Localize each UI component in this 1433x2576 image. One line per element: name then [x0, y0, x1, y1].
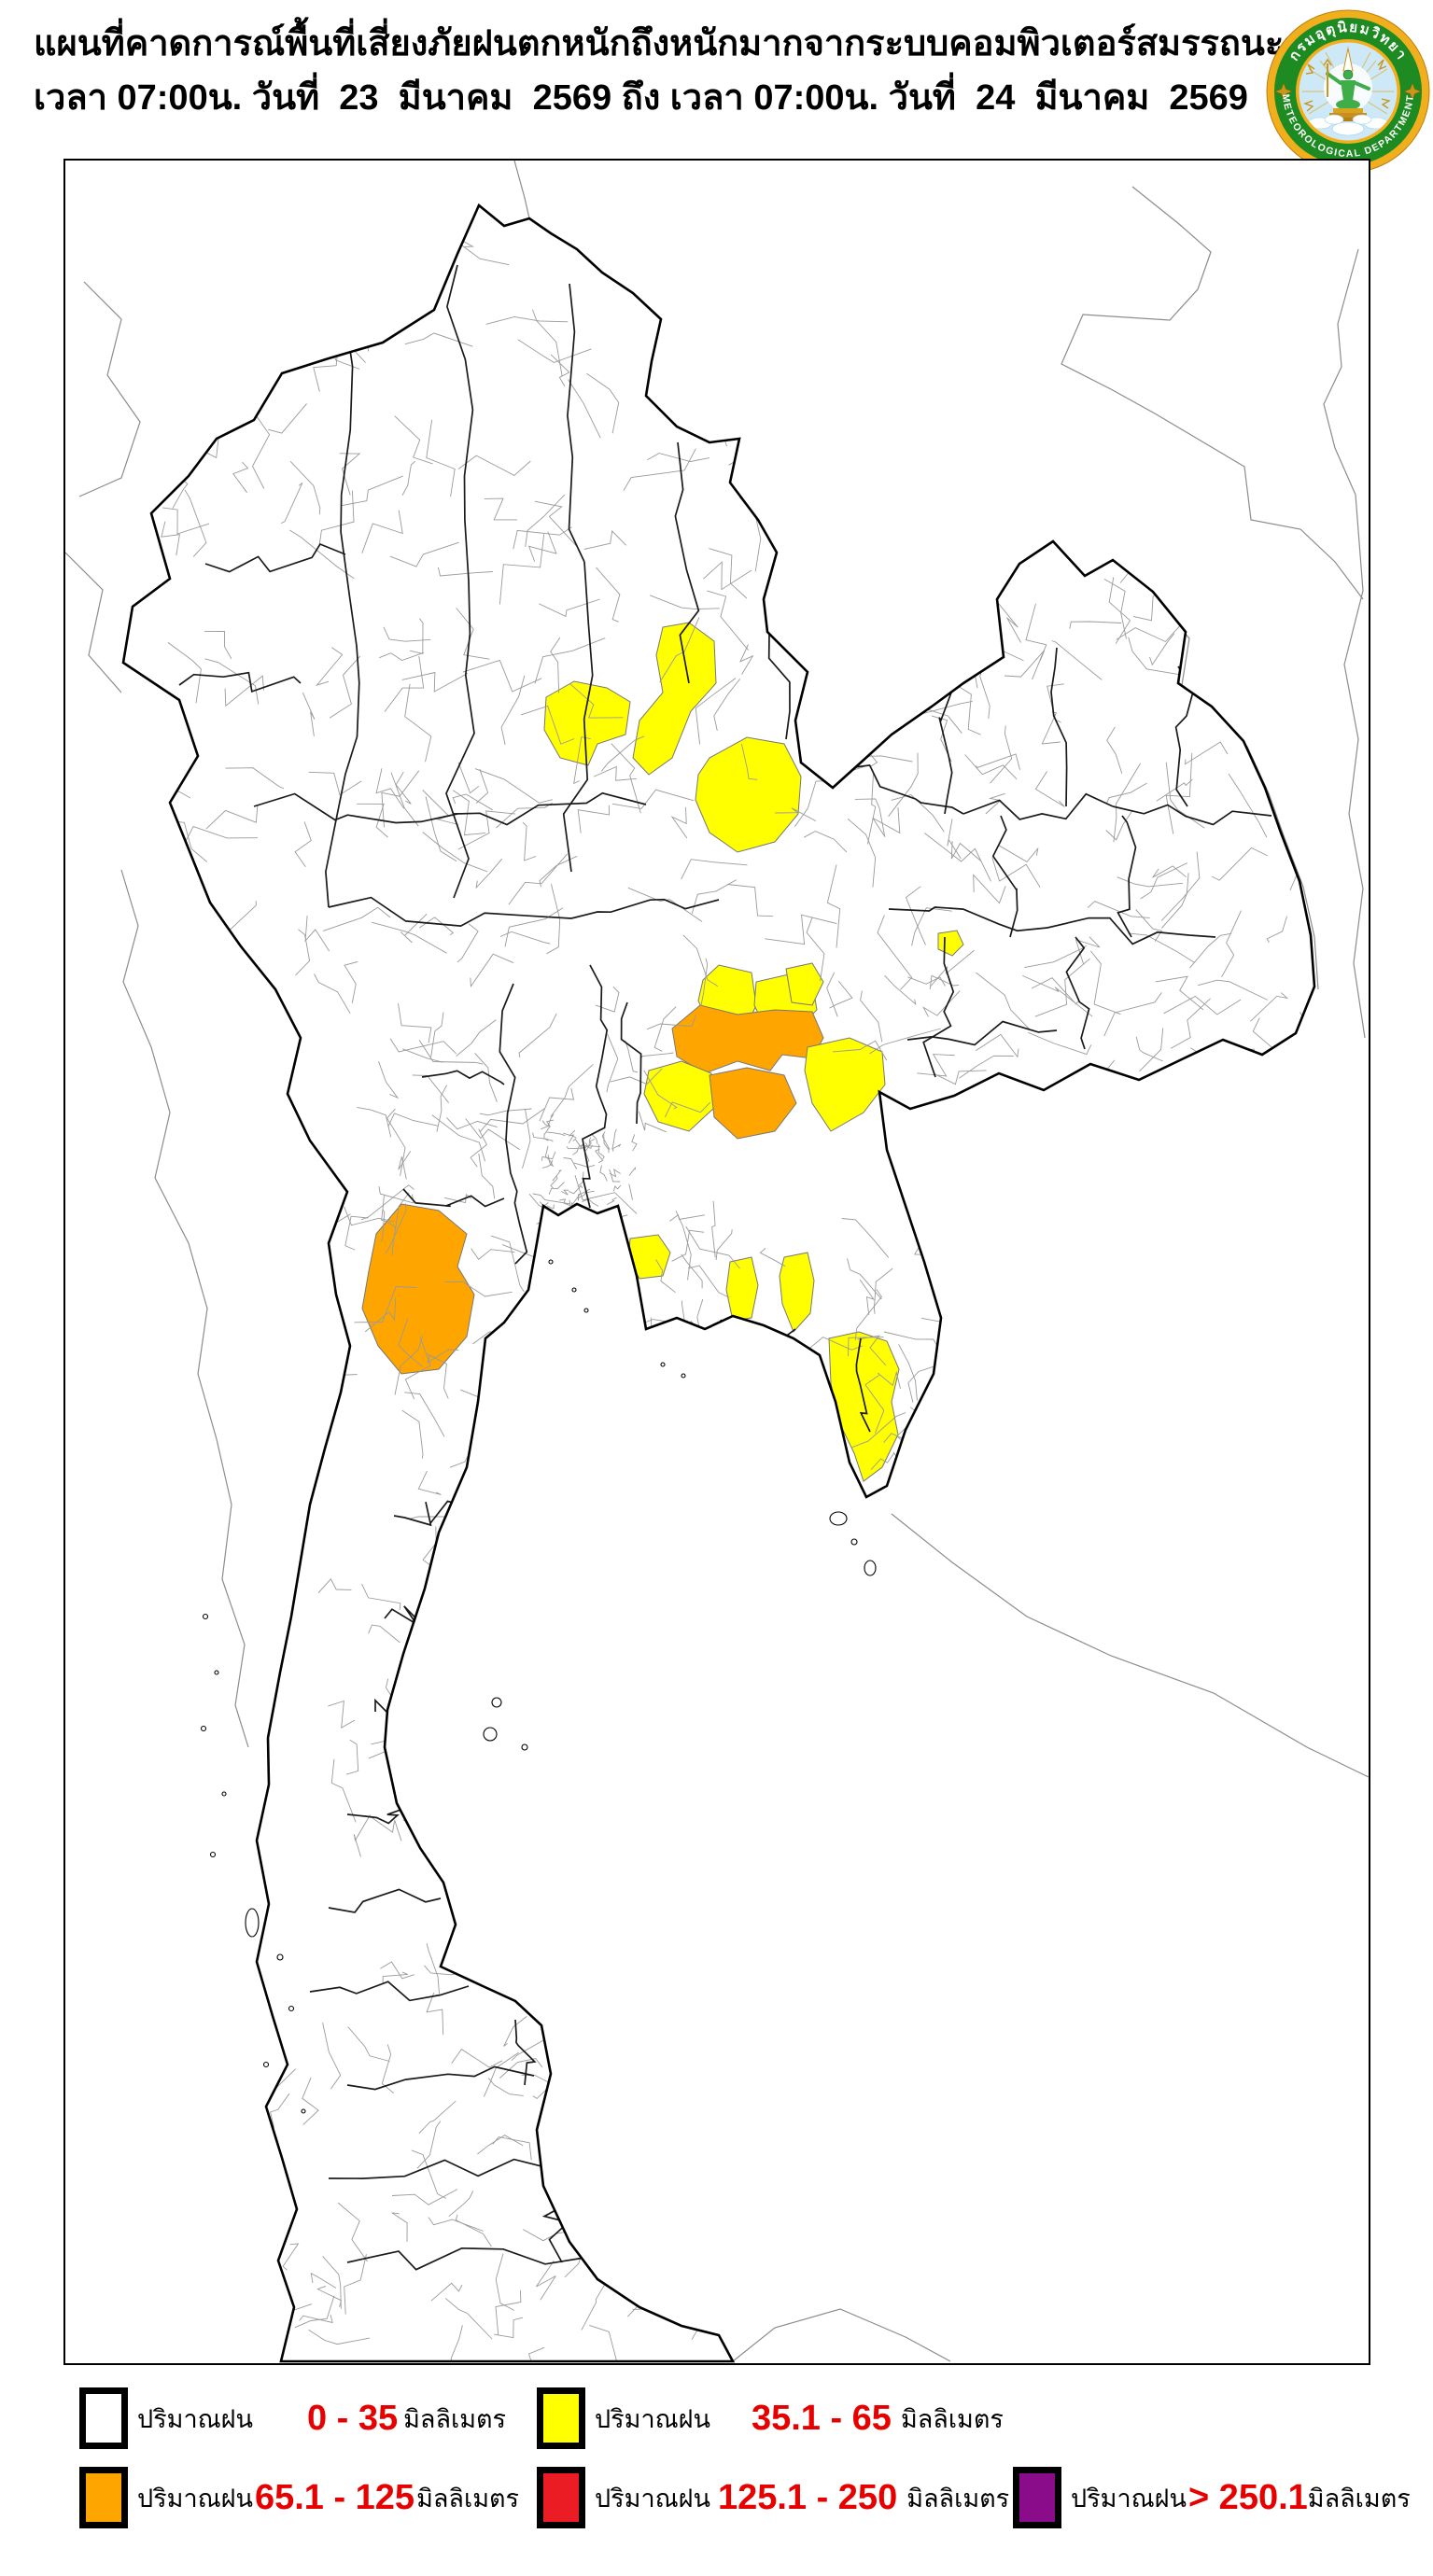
- legend-item-125-250: ปริมาณฝน 125.1 - 250 มิลลิเมตร: [537, 2467, 1009, 2528]
- page-title: แผนที่คาดการณ์พื้นที่เสี่ยงภัยฝนตกหนักถึ…: [34, 24, 1324, 63]
- seal-diamond-ornaments: [1274, 82, 1422, 101]
- thailand-map: [65, 161, 1369, 2363]
- risk-area-orange-2: [709, 1067, 797, 1140]
- map-frame: [63, 159, 1370, 2365]
- legend-label: ปริมาณฝน: [595, 2484, 710, 2513]
- district-boundaries: [123, 205, 1314, 2361]
- legend-item-over-250: ปริมาณฝน > 250.1 มิลลิเมตร: [1013, 2467, 1411, 2528]
- islands: [200, 1259, 877, 2114]
- risk-area-yellow-7: [785, 962, 824, 1006]
- legend-range: 65.1 - 125: [254, 2477, 415, 2517]
- legend-swatch-orange: [79, 2467, 128, 2528]
- legend-range: 0 - 35: [306, 2398, 399, 2438]
- risk-area-yellow-12: [779, 1252, 815, 1333]
- tmd-seal-icon: กรมอุตุนิยมวิทยา METEOROLOGICAL DEPARTME…: [1266, 9, 1430, 174]
- legend-label: ปริมาณฝน: [137, 2484, 253, 2513]
- legend-unit: มิลลิเมตร: [403, 2404, 507, 2433]
- page-subtitle-datetime: เวลา 07:00น. วันที่ 23 มีนาคม 2569 ถึง เ…: [34, 77, 1248, 118]
- seal-center-art: [1302, 47, 1394, 136]
- risk-area-yellow-11: [725, 1256, 759, 1322]
- legend-swatch-purple: [1013, 2467, 1061, 2528]
- legend-unit: มิลลิเมตร: [416, 2484, 520, 2513]
- legend-range: 125.1 - 250: [717, 2477, 898, 2517]
- thailand-border: [121, 203, 1316, 2363]
- risk-area-yellow-8: [804, 1037, 886, 1132]
- legend-unit: มิลลิเมตร: [1307, 2484, 1411, 2513]
- legend-unit: มิลลิเมตร: [900, 2404, 1004, 2433]
- legend-item-0-35: ปริมาณฝน 0 - 35 มิลลิเมตร: [79, 2387, 506, 2449]
- legend-item-35-65: ปริมาณฝน 35.1 - 65 มิลลิเมตร: [537, 2387, 1004, 2449]
- legend-swatch-yellow: [537, 2387, 585, 2449]
- legend-range: > 250.1: [1187, 2477, 1308, 2517]
- tmd-logo: กรมอุตุนิยมวิทยา METEOROLOGICAL DEPARTME…: [1266, 9, 1430, 174]
- risk-area-yellow-9: [643, 1060, 715, 1132]
- legend-label: ปริมาณฝน: [137, 2404, 253, 2433]
- risk-area-yellow-2: [632, 622, 717, 776]
- legend-swatch-red: [537, 2467, 585, 2528]
- legend-item-65-125: ปริมาณฝน 65.1 - 125 มิลลิเมตร: [79, 2467, 519, 2528]
- legend-range: 35.1 - 65: [751, 2398, 892, 2438]
- risk-area-yellow-3: [695, 736, 802, 853]
- legend-label: ปริมาณฝน: [1071, 2484, 1187, 2513]
- header: แผนที่คาดการณ์พื้นที่เสี่ยงภัยฝนตกหนักถึ…: [34, 24, 1324, 119]
- thailand-landmass: [123, 205, 1314, 2361]
- legend-label: ปริมาณฝน: [595, 2404, 710, 2433]
- legend-swatch-white: [79, 2387, 128, 2449]
- legend-unit: มิลลิเมตร: [906, 2484, 1010, 2513]
